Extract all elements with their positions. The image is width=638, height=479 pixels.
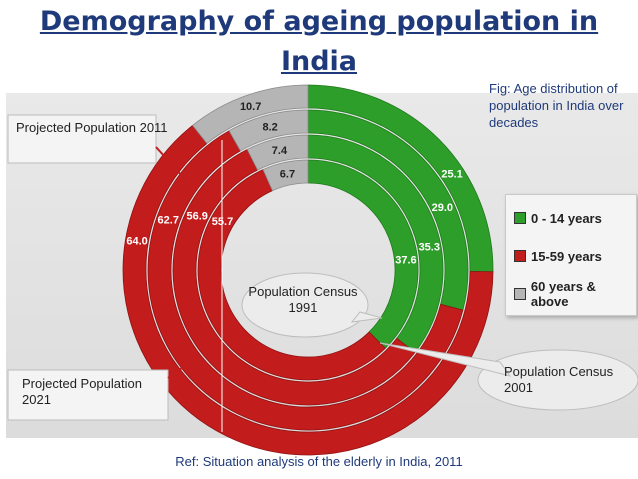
value-label-1-1: 56.9 xyxy=(187,210,208,222)
chart-legend: 0 - 14 years 15-59 years 60 years & abov… xyxy=(505,194,637,316)
value-label-0-1: 55.7 xyxy=(212,216,233,228)
callout-ellipse-1991-tail xyxy=(350,311,383,323)
value-label-0-0: 37.6 xyxy=(395,255,416,267)
callout-box-projected-2011 xyxy=(7,114,157,164)
panel-left-strip xyxy=(0,93,6,438)
ring-segment-1-2 xyxy=(246,134,309,171)
ring-segment-0-1 xyxy=(197,169,386,381)
value-label-3-0: 25.1 xyxy=(441,168,462,180)
callout-projected-2011: Projected Population 2011 xyxy=(16,120,168,135)
legend-item-0-14: 0 - 14 years xyxy=(514,209,602,227)
callout-projected-2021: Projected Population 2021 xyxy=(22,376,142,407)
callout-ellipse-2001-tail xyxy=(379,342,512,377)
value-label-2-1: 62.7 xyxy=(158,215,179,227)
title-line-1: Demography of ageing population in xyxy=(39,6,599,37)
value-label-2-0: 29.0 xyxy=(432,202,453,214)
value-label-1-0: 35.3 xyxy=(419,242,440,254)
callout-census-1991: Population Census 1991 xyxy=(248,284,358,315)
legend-swatch-grey xyxy=(514,288,526,300)
ring-segment-0-2 xyxy=(262,159,309,192)
value-label-0-2: 6.7 xyxy=(280,169,295,181)
figure-caption: Fig: Age distribution of population in I… xyxy=(489,81,624,130)
callout-box-projected-2021 xyxy=(7,369,169,421)
callout-ellipse-1991 xyxy=(241,272,369,338)
legend-item-15-59: 15-59 years xyxy=(514,247,602,265)
legend-swatch-green xyxy=(514,212,526,224)
value-label-3-1: 64.0 xyxy=(126,235,147,247)
reference-note: Ref: Situation analysis of the elderly i… xyxy=(175,454,463,469)
ring-segment-2-1 xyxy=(147,130,464,431)
title-line-2: India xyxy=(280,46,358,77)
legend-label: 60 years & above xyxy=(530,279,596,309)
legend-label: 0 - 14 years xyxy=(531,210,602,226)
page-title: Demography of ageing population in India xyxy=(0,2,638,82)
callout-ellipse-2001 xyxy=(477,349,638,411)
legend-label: 15-59 years xyxy=(531,248,602,264)
legend-item-60-plus: 60 years & above xyxy=(514,279,636,309)
callout-census-2001: Population Census 2001 xyxy=(504,364,614,395)
callout-box-projected-2011-pointer xyxy=(155,146,183,177)
value-label-1-2: 7.4 xyxy=(272,145,288,157)
value-label-3-2: 10.7 xyxy=(240,101,261,113)
ring-segment-1-1 xyxy=(172,148,416,406)
value-label-2-2: 8.2 xyxy=(262,121,277,133)
legend-swatch-red xyxy=(514,250,526,262)
callout-box-projected-2021-pointer xyxy=(167,359,194,379)
ring-segment-3-2 xyxy=(192,84,309,144)
ring-segment-3-1 xyxy=(122,124,494,456)
ring-segment-2-2 xyxy=(228,109,309,152)
